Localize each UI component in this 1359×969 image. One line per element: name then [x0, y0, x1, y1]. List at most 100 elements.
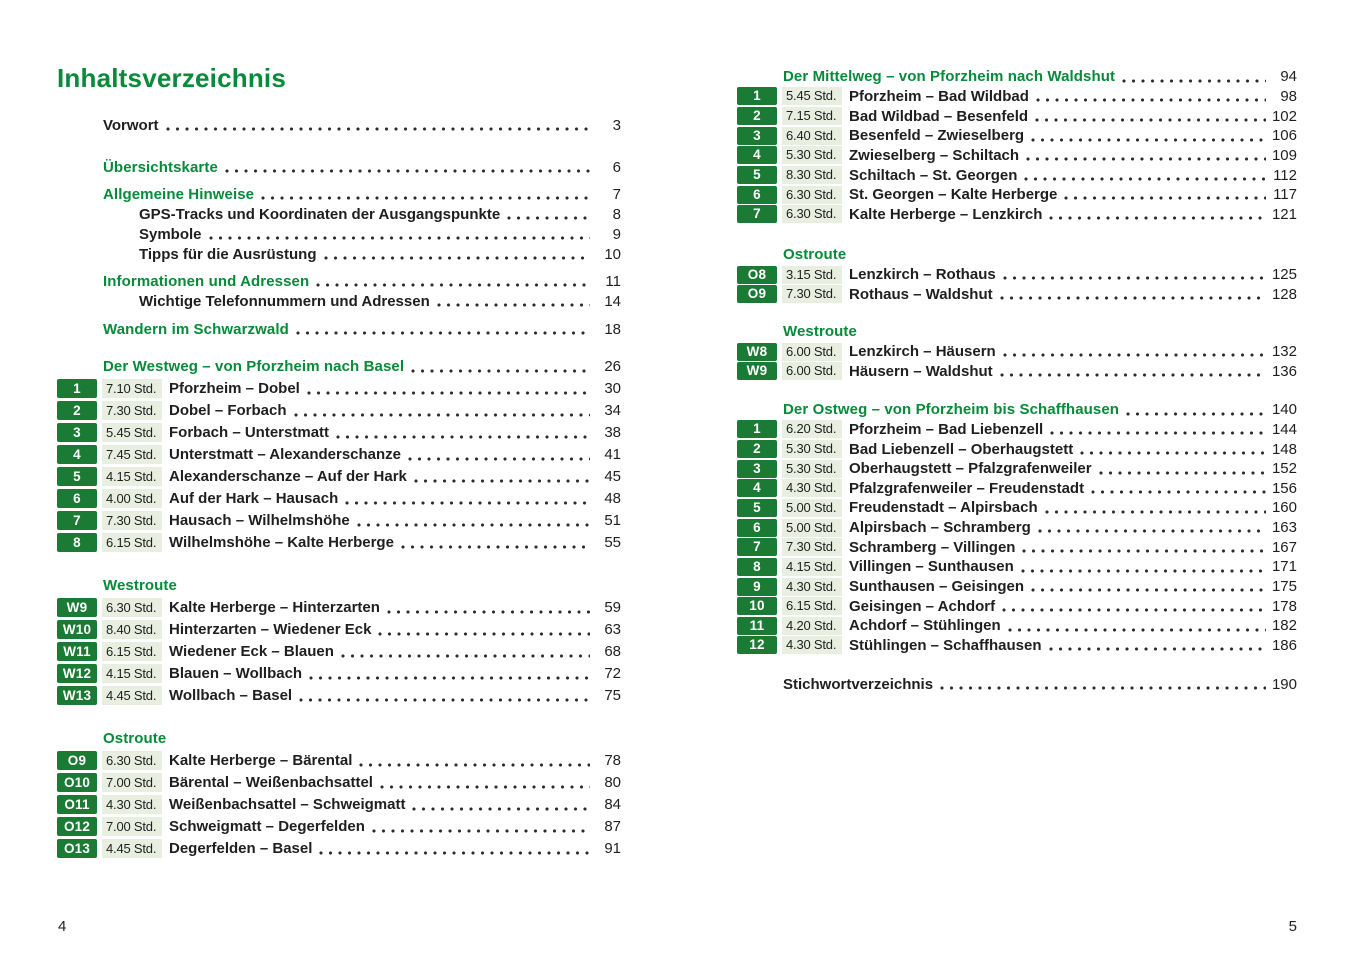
dot-leader: [400, 531, 590, 553]
stage-duration: 6.30 Std.: [782, 185, 842, 204]
toc-stage-row: W12 4.15 Std. Blauen – Wollbach 72: [57, 662, 621, 684]
entry-label: Häusern – Waldshut: [849, 362, 993, 380]
dot-leader: [359, 749, 590, 771]
entry-page-number: 182: [1271, 617, 1297, 635]
entry-page-number: 106: [1271, 127, 1297, 145]
entry-label: Allgemeine Hinweise: [103, 185, 255, 203]
entry-label: Ostroute: [783, 246, 847, 264]
stage-duration: 5.30 Std.: [782, 459, 842, 478]
entry-label: Auf der Hark – Hausach: [169, 489, 339, 507]
stage-duration: 6.15 Std.: [102, 532, 162, 552]
toc-section: Stichwortverzeichnis 190: [737, 674, 1297, 694]
toc-stage-row: W9 6.00 Std. Häusern – Waldshut 136: [737, 361, 1297, 381]
entry-page-number: 9: [612, 225, 621, 243]
entry-page-number: 75: [604, 686, 621, 704]
entry-page-number: 91: [604, 839, 621, 857]
dot-leader: [323, 244, 590, 264]
toc-stage-row: W10 8.40 Std. Hinterzarten – Wiedener Eck 6…: [57, 618, 621, 640]
entry-label: Freudenstadt – Alpirsbach: [849, 499, 1038, 517]
toc-stage-row: 5 8.30 Std. Schiltach – St. Georgen 112: [737, 165, 1297, 185]
stage-number-badge: 12: [737, 636, 777, 655]
entry-label: Der Mittelweg – von Pforzheim nach Walds…: [783, 68, 1116, 86]
stage-number-badge: 7: [737, 205, 777, 224]
entry-label: Sunthausen – Geisingen: [849, 578, 1025, 596]
stage-number-badge: W12: [57, 663, 97, 683]
entry-label: Bad Wildbad – Besenfeld: [849, 107, 1029, 125]
toc-section: Der Ostweg – von Pforzheim bis Schaffhau…: [737, 399, 1297, 656]
toc-stage-row: W11 6.15 Std. Wiedener Eck – Blauen 68: [57, 640, 621, 662]
dot-leader: [1091, 478, 1266, 499]
dot-leader: [371, 815, 590, 837]
entry-page-number: 140: [1271, 401, 1297, 419]
stage-duration: 7.00 Std.: [102, 816, 162, 836]
stage-number-badge: O12: [57, 816, 97, 836]
stage-duration: 6.00 Std.: [782, 362, 842, 381]
stage-number-badge: O10: [57, 772, 97, 792]
stage-duration: 3.15 Std.: [782, 265, 842, 284]
stage-number-badge: O8: [737, 265, 777, 284]
stage-number-badge: 1: [737, 420, 777, 439]
stage-number-badge: W9: [57, 597, 97, 617]
stage-duration: 4.15 Std.: [102, 663, 162, 683]
toc-section: Ostroute O8 3.15 Std. Lenzkirch – Rothaus 12…: [737, 245, 1297, 305]
stage-number-badge: 5: [737, 166, 777, 185]
toc-stage-row: 4 7.45 Std. Unterstmatt – Alexanderschanze…: [57, 443, 621, 465]
toc-stage-row: 7 6.30 Std. Kalte Herberge – Lenzkirch 121: [737, 204, 1297, 225]
entry-label: Wiedener Eck – Blauen: [169, 642, 334, 660]
toc-stage-row: W8 6.00 Std. Lenzkirch – Häusern 132: [737, 341, 1297, 362]
stage-duration: 7.30 Std.: [102, 400, 162, 420]
toc-row: Informationen und Adressen 11: [57, 271, 621, 291]
entry-page-number: 18: [604, 320, 621, 338]
entry-label: Lenzkirch – Häusern: [849, 343, 996, 360]
entry-label: Übersichtskarte: [103, 158, 218, 176]
entry-label: Degerfelden – Basel: [169, 839, 313, 857]
entry-page-number: 41: [604, 445, 621, 463]
toc-stage-row: O9 7.30 Std. Rothaus – Waldshut 128: [737, 284, 1297, 305]
stage-duration: 4.30 Std.: [782, 577, 842, 596]
entry-page-number: 178: [1271, 597, 1297, 615]
entry-label: Kalte Herberge – Hinterzarten: [169, 598, 380, 616]
entry-label: Rothaus – Waldshut: [849, 285, 993, 303]
entry-label: Pforzheim – Dobel: [169, 379, 300, 397]
toc-stage-row: W13 4.45 Std. Wollbach – Basel 75: [57, 684, 621, 706]
stage-duration: 5.30 Std.: [782, 440, 842, 459]
entry-page-number: 38: [604, 423, 621, 441]
stage-duration: 7.30 Std.: [782, 285, 842, 304]
entry-page-number: 109: [1271, 146, 1297, 164]
toc-stage-row: 1 7.10 Std. Pforzheim – Dobel 30: [57, 377, 621, 399]
dot-leader: [412, 793, 590, 815]
stage-number-badge: 2: [737, 107, 777, 126]
dot-leader: [208, 224, 590, 244]
stage-number-badge: W13: [57, 685, 97, 705]
entry-page-number: 72: [604, 664, 621, 682]
stage-number-badge: 2: [737, 440, 777, 459]
stage-number-badge: 3: [737, 126, 777, 145]
toc-stage-row: 4 5.30 Std. Zwieselberg – Schiltach 109: [737, 145, 1297, 166]
entry-page-number: 175: [1271, 578, 1297, 596]
toc-stage-row: O12 7.00 Std. Schweigmatt – Degerfelden 87: [57, 815, 621, 837]
stage-duration: 6.30 Std.: [102, 597, 162, 617]
entry-page-number: 59: [604, 598, 621, 616]
entry-page-number: 152: [1271, 460, 1297, 478]
stage-duration: 5.30 Std.: [782, 146, 842, 165]
dot-leader: [1022, 537, 1266, 558]
dot-leader: [1050, 419, 1266, 440]
entry-label: Westroute: [783, 323, 857, 341]
entry-page-number: 117: [1273, 186, 1297, 204]
toc-stage-row: 5 5.00 Std. Freudenstadt – Alpirsbach 160: [737, 498, 1297, 518]
entry-label: Hinterzarten – Wiedener Eck: [169, 620, 372, 638]
dot-leader: [1007, 616, 1266, 636]
dot-leader: [1035, 86, 1266, 107]
dot-leader: [1031, 125, 1266, 146]
stage-number-badge: O9: [57, 750, 97, 770]
entry-page-number: 121: [1271, 205, 1297, 223]
stage-number-badge: 3: [737, 459, 777, 478]
stage-duration: 7.15 Std.: [782, 107, 842, 126]
entry-page-number: 63: [604, 620, 621, 638]
stage-number-badge: W10: [57, 619, 97, 639]
toc-section: Übersichtskarte 6: [57, 157, 621, 177]
toc-stage-row: O13 4.45 Std. Degerfelden – Basel 91: [57, 837, 621, 859]
stage-number-badge: 2: [57, 400, 97, 420]
entry-label: Wandern im Schwarzwald: [103, 320, 289, 338]
stage-number-badge: O13: [57, 838, 97, 858]
